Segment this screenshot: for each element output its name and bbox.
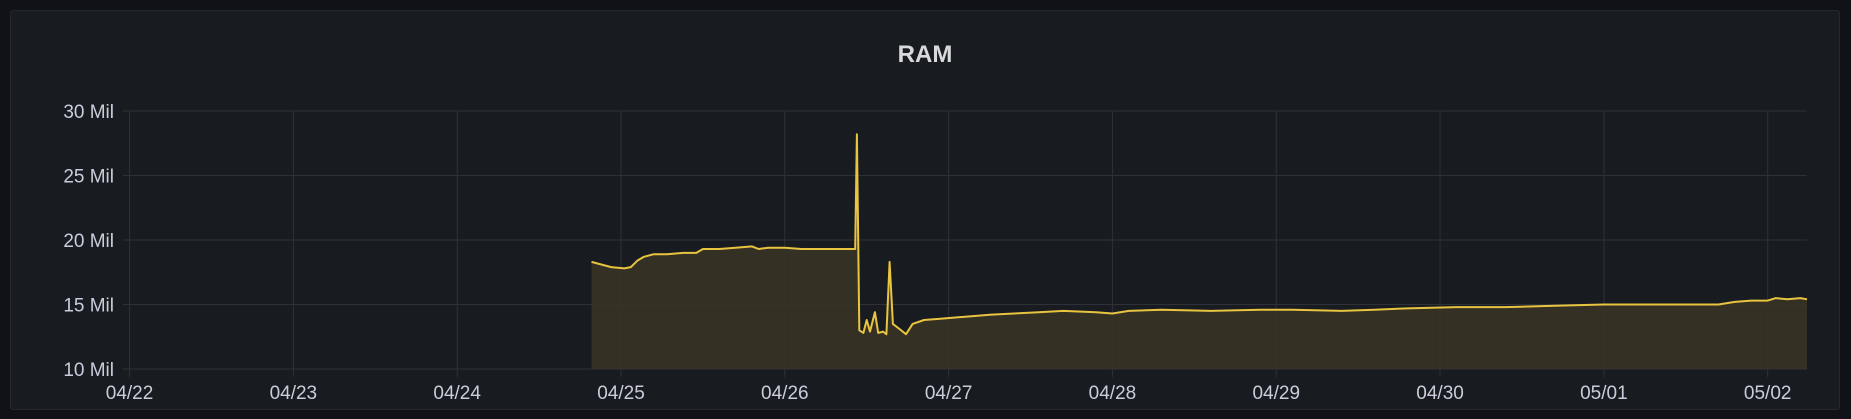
x-tick-label: 04/26 (761, 383, 809, 404)
ram-panel: RAM 10 Mil 15 Mil 20 Mil 25 Mil 30 Mil 04/22… (10, 10, 1840, 410)
x-tick-label: 04/27 (925, 383, 973, 404)
y-tick-label: 20 Mil (63, 231, 114, 252)
series-area (591, 134, 1807, 369)
x-tick-label: 04/25 (597, 383, 645, 404)
x-tick-label: 05/01 (1580, 383, 1628, 404)
y-tick-label: 15 Mil (63, 296, 114, 317)
x-tick-label: 04/22 (106, 383, 154, 404)
series-line[interactable] (591, 133, 1808, 336)
x-tick-label: 05/02 (1744, 383, 1792, 404)
x-tick-label: 04/30 (1416, 383, 1464, 404)
y-tick-label: 30 Mil (63, 102, 114, 123)
panel-title[interactable]: RAM (897, 41, 953, 68)
x-tick-label: 04/24 (433, 383, 481, 404)
x-tick-label: 04/29 (1252, 383, 1300, 404)
series-layer (591, 133, 1808, 369)
x-tick-label: 04/23 (270, 383, 318, 404)
y-tick-label: 25 Mil (63, 167, 114, 188)
x-tick-label: 04/28 (1089, 383, 1137, 404)
x-axis-labels: 04/22 04/23 04/24 04/25 04/26 04/27 04/28 04/29… (106, 383, 1792, 404)
y-axis-labels: 10 Mil 15 Mil 20 Mil 25 Mil 30 Mil (63, 102, 114, 381)
y-tick-label: 10 Mil (63, 360, 114, 381)
